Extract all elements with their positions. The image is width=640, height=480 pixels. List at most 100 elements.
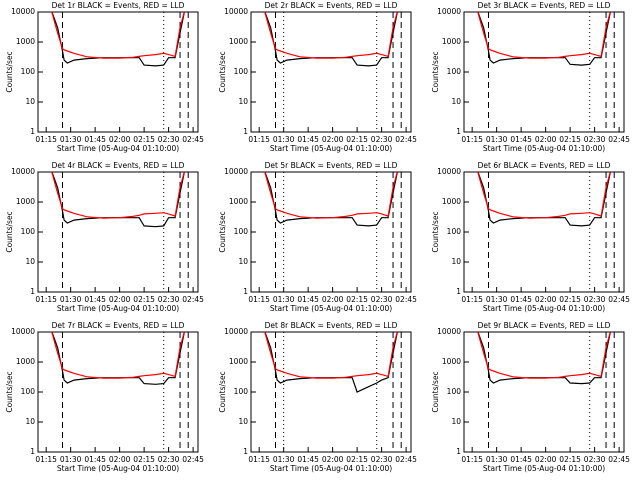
x-tick-label: 02:45 (395, 455, 417, 464)
x-tick-label: 02:15 (133, 135, 155, 144)
x-axis-label: Start Time (05-Aug-04 01:10:00) (270, 464, 392, 473)
series-line (477, 172, 612, 227)
y-tick-label: 100 (234, 67, 249, 76)
y-tick-label: 10000 (224, 327, 248, 336)
y-tick-label: 10 (451, 417, 461, 426)
x-tick-label: 01:15 (35, 455, 57, 464)
x-tick-label: 02:00 (535, 455, 557, 464)
x-tick-label: 01:30 (486, 135, 508, 144)
x-tick-label: 02:00 (109, 135, 131, 144)
y-tick-label: 100 (447, 227, 462, 236)
x-tick-label: 01:45 (84, 455, 106, 464)
x-tick-label: 01:30 (60, 455, 82, 464)
y-axis-label: Counts/sec (218, 211, 227, 252)
x-tick-label: 02:30 (371, 135, 393, 144)
y-tick-label: 1 (456, 447, 461, 456)
series-line (51, 332, 186, 385)
series-line (264, 172, 398, 219)
x-tick-label: 01:15 (35, 135, 57, 144)
series-line (477, 332, 611, 379)
panel: Det 9r BLACK = Events, RED = LLD Start Ti… (431, 321, 630, 473)
series-line (264, 172, 399, 227)
x-tick-label: 02:30 (584, 135, 606, 144)
chart-title: Det 6r BLACK = Events, RED = LLD (478, 161, 611, 170)
x-tick-label: 02:15 (346, 295, 368, 304)
x-tick-label: 02:15 (133, 295, 155, 304)
chart-title: Det 7r BLACK = Events, RED = LLD (52, 321, 185, 330)
x-tick-label: 01:45 (510, 295, 532, 304)
y-tick-label: 1 (243, 447, 248, 456)
y-tick-label: 10000 (11, 7, 35, 16)
y-tick-label: 10000 (437, 7, 461, 16)
x-tick-label: 02:00 (109, 455, 131, 464)
x-tick-label: 02:45 (608, 295, 630, 304)
panel: Det 7r BLACK = Events, RED = LLD Start Ti… (5, 321, 204, 473)
chart-title: Det 5r BLACK = Events, RED = LLD (265, 161, 398, 170)
x-axis-label: Start Time (05-Aug-04 01:10:00) (270, 144, 392, 153)
y-tick-label: 10 (238, 417, 248, 426)
y-tick-label: 1 (30, 287, 35, 296)
x-tick-label: 02:30 (371, 295, 393, 304)
x-tick-label: 02:45 (395, 295, 417, 304)
x-tick-label: 02:15 (559, 135, 581, 144)
x-tick-label: 01:15 (461, 135, 483, 144)
y-tick-label: 100 (234, 387, 249, 396)
y-axis-label: Counts/sec (431, 371, 440, 412)
y-axis-label: Counts/sec (431, 51, 440, 92)
x-tick-label: 02:00 (535, 295, 557, 304)
chart-title: Det 8r BLACK = Events, RED = LLD (265, 321, 398, 330)
x-tick-label: 02:15 (133, 455, 155, 464)
panel: Det 4r BLACK = Events, RED = LLD Start Ti… (5, 161, 204, 313)
x-tick-label: 02:15 (559, 295, 581, 304)
series-line (477, 12, 612, 66)
x-axis-label: Start Time (05-Aug-04 01:10:00) (57, 304, 179, 313)
chart-title: Det 9r BLACK = Events, RED = LLD (478, 321, 611, 330)
y-tick-label: 10000 (224, 167, 248, 176)
y-tick-label: 100 (447, 387, 462, 396)
x-tick-label: 02:30 (158, 455, 180, 464)
x-tick-label: 02:30 (371, 455, 393, 464)
x-tick-label: 01:30 (273, 455, 295, 464)
y-tick-label: 10 (25, 417, 35, 426)
x-tick-label: 01:30 (486, 455, 508, 464)
y-tick-label: 100 (234, 227, 249, 236)
y-tick-label: 1 (30, 127, 35, 136)
x-tick-label: 02:30 (158, 295, 180, 304)
x-tick-label: 01:15 (248, 295, 270, 304)
y-tick-label: 1 (456, 287, 461, 296)
x-tick-label: 02:45 (182, 455, 204, 464)
series-line (264, 12, 399, 67)
panel: Det 8r BLACK = Events, RED = LLD Start Ti… (218, 321, 417, 473)
x-tick-label: 02:15 (559, 455, 581, 464)
x-tick-label: 01:45 (510, 455, 532, 464)
y-tick-label: 10 (25, 97, 35, 106)
x-tick-label: 01:15 (461, 455, 483, 464)
y-tick-label: 1000 (442, 197, 461, 206)
chart-title: Det 3r BLACK = Events, RED = LLD (478, 1, 611, 10)
chart-title: Det 2r BLACK = Events, RED = LLD (265, 1, 398, 10)
x-tick-label: 02:00 (322, 455, 344, 464)
x-tick-label: 02:00 (109, 295, 131, 304)
x-tick-label: 01:45 (510, 135, 532, 144)
y-axis-label: Counts/sec (218, 371, 227, 412)
y-tick-label: 1000 (229, 37, 248, 46)
x-tick-label: 02:45 (608, 135, 630, 144)
x-tick-label: 01:30 (60, 295, 82, 304)
y-tick-label: 10000 (224, 7, 248, 16)
y-axis-label: Counts/sec (5, 51, 14, 92)
x-axis-label: Start Time (05-Aug-04 01:10:00) (270, 304, 392, 313)
x-tick-label: 02:45 (182, 295, 204, 304)
y-tick-label: 1000 (16, 37, 35, 46)
x-axis-label: Start Time (05-Aug-04 01:10:00) (483, 464, 605, 473)
y-tick-label: 1000 (229, 357, 248, 366)
x-axis-label: Start Time (05-Aug-04 01:10:00) (483, 144, 605, 153)
y-tick-label: 10 (238, 97, 248, 106)
x-tick-label: 01:30 (273, 295, 295, 304)
y-tick-label: 10 (451, 257, 461, 266)
y-tick-label: 100 (21, 67, 36, 76)
chart-title: Det 1r BLACK = Events, RED = LLD (52, 1, 185, 10)
y-tick-label: 10 (25, 257, 35, 266)
y-tick-label: 10000 (11, 167, 35, 176)
x-tick-label: 01:30 (60, 135, 82, 144)
